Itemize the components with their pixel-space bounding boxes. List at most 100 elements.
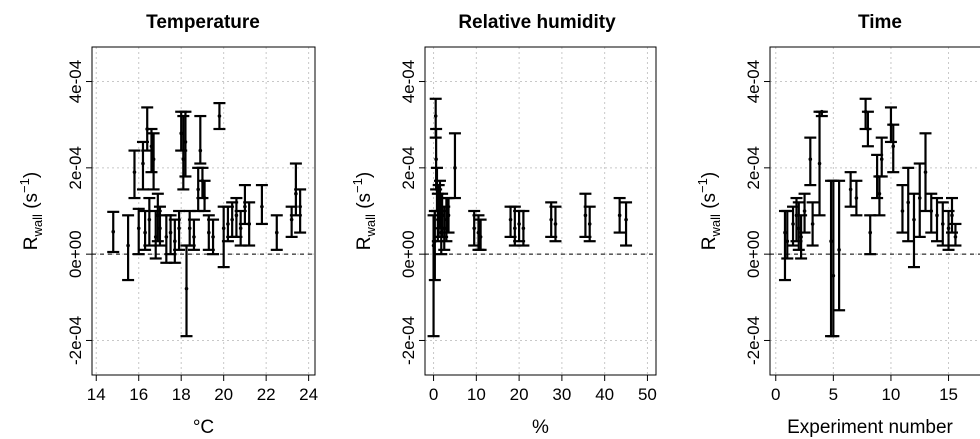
y-axis-label: Rwall (s−1) xyxy=(17,172,45,250)
data-point xyxy=(923,170,928,174)
data-point-group xyxy=(294,188,307,234)
data-point xyxy=(917,196,922,200)
data-point xyxy=(624,217,628,222)
data-point xyxy=(243,204,247,209)
x-tick-label: 0 xyxy=(429,385,438,404)
x-tick-label: 10 xyxy=(881,385,900,404)
data-point xyxy=(906,200,911,205)
data-point xyxy=(808,157,813,162)
data-point xyxy=(453,166,457,170)
data-point xyxy=(868,230,873,235)
x-tick-label: 14 xyxy=(87,385,106,404)
data-point xyxy=(192,235,196,239)
data-point xyxy=(196,187,200,192)
data-point xyxy=(912,217,916,222)
data-point-group xyxy=(833,179,846,312)
panel-relative-humidity: 0 10 20 30 40 50 -2e-04 0e+00 2e-04 4e-04 Relative… xyxy=(350,12,657,438)
data-point xyxy=(929,209,934,213)
data-point xyxy=(132,170,137,174)
data-point-group xyxy=(549,205,562,243)
data-point xyxy=(298,204,302,209)
data-point xyxy=(153,235,158,239)
data-point xyxy=(217,114,222,118)
data-point-group xyxy=(798,192,811,234)
data-point-group xyxy=(132,207,145,256)
data-point-group xyxy=(804,136,817,187)
panel-temperature: 14 16 18 20 22 24 -2e-04 0e+00 2e-04 4e-04 Tempera… xyxy=(17,12,318,438)
data-point xyxy=(221,226,226,231)
data-point xyxy=(791,222,795,226)
data-point xyxy=(587,222,592,226)
data-point xyxy=(177,226,181,231)
data-point-group xyxy=(128,149,141,200)
data-point-group xyxy=(243,201,256,247)
data-point xyxy=(156,213,160,218)
panel-time: 0 5 10 15 -2e-04 0e+00 2e-04 4e-04 Time Experimen… xyxy=(695,12,980,438)
y-axis-label: Rwall (s−1) xyxy=(350,172,378,250)
data-point xyxy=(158,226,162,231)
plot-frame xyxy=(91,46,316,376)
plot-frame xyxy=(769,46,980,376)
data-point-group xyxy=(949,222,962,247)
data-point-group xyxy=(859,97,872,131)
data-point-group xyxy=(806,201,819,247)
data-point xyxy=(829,239,833,244)
data-point xyxy=(472,226,476,231)
data-point xyxy=(111,229,116,234)
data-point xyxy=(783,230,787,235)
data-point-group xyxy=(792,201,805,251)
x-axis-label: % xyxy=(532,417,549,438)
chart-title-temperature: Temperature xyxy=(146,12,260,33)
x-tick-label: 40 xyxy=(595,385,614,404)
y-axis-label: Rwall (s−1) xyxy=(695,172,723,250)
data-point-group xyxy=(925,192,938,234)
data-point xyxy=(198,148,203,153)
data-point-group xyxy=(620,201,633,247)
data-point xyxy=(900,209,905,213)
data-point xyxy=(478,235,483,239)
y-tick-label: 2e-04 xyxy=(66,146,85,189)
x-axis-label: Experiment number xyxy=(787,417,953,438)
data-point xyxy=(817,161,822,166)
x-tick-label: 18 xyxy=(172,385,191,404)
y-tick-label: 4e-04 xyxy=(399,60,418,103)
x-tick-label: 50 xyxy=(638,385,657,404)
x-tick-label: 0 xyxy=(771,385,780,404)
data-point-group xyxy=(907,192,920,269)
data-point-group xyxy=(931,196,944,243)
x-tick-label: 20 xyxy=(510,385,529,404)
data-point xyxy=(837,248,841,252)
data-point xyxy=(946,226,951,231)
data-point xyxy=(553,222,558,226)
data-point xyxy=(935,213,939,218)
data-point xyxy=(147,217,152,222)
data-point-group xyxy=(270,214,283,251)
data-point xyxy=(230,217,234,222)
data-point-group xyxy=(945,196,958,234)
y-tick-label: -2e-04 xyxy=(744,316,763,365)
data-point-group xyxy=(238,184,251,226)
data-point xyxy=(442,226,447,231)
data-point-group xyxy=(213,102,226,131)
data-point xyxy=(179,131,183,136)
y-tick-label: 2e-04 xyxy=(744,146,763,189)
data-point-group xyxy=(179,110,192,178)
data-point xyxy=(940,222,945,226)
data-point-group xyxy=(194,114,207,165)
data-point xyxy=(891,144,896,149)
data-point xyxy=(583,213,588,218)
x-tick-label: 20 xyxy=(214,385,233,404)
chart-title-time: Time xyxy=(858,12,902,33)
data-point xyxy=(211,235,215,239)
data-point-group xyxy=(517,209,530,247)
data-point xyxy=(866,127,870,131)
data-point-group xyxy=(815,109,828,118)
data-point xyxy=(168,230,173,235)
data-point-group xyxy=(153,205,166,247)
data-point xyxy=(260,204,264,209)
x-tick-label: 5 xyxy=(829,385,838,404)
data-point xyxy=(434,157,438,162)
data-point xyxy=(549,217,553,222)
data-point xyxy=(187,226,192,231)
data-point xyxy=(799,235,803,239)
